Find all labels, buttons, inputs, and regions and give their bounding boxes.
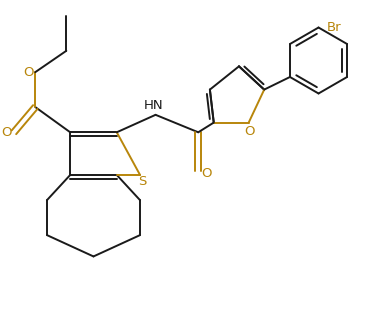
Text: O: O <box>23 66 34 79</box>
Text: Br: Br <box>327 21 342 34</box>
Text: HN: HN <box>144 99 163 112</box>
Text: S: S <box>138 175 146 188</box>
Text: O: O <box>201 167 212 180</box>
Text: O: O <box>244 125 255 138</box>
Text: O: O <box>2 126 12 139</box>
